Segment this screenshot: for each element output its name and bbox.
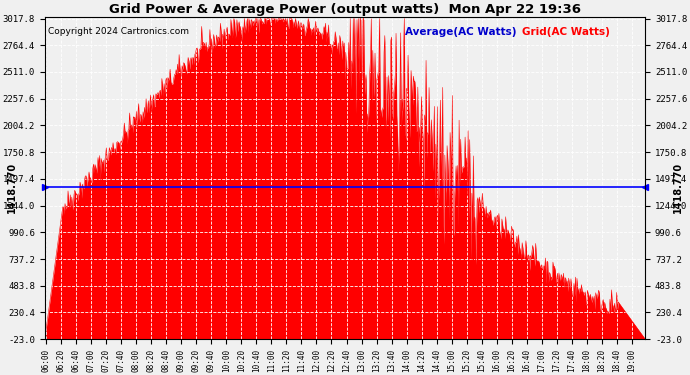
Text: 1418.770: 1418.770 [7, 162, 17, 213]
Text: Average(AC Watts): Average(AC Watts) [405, 27, 524, 37]
Text: Copyright 2024 Cartronics.com: Copyright 2024 Cartronics.com [48, 27, 189, 36]
Text: 1418.770: 1418.770 [673, 162, 683, 213]
Text: Grid(AC Watts): Grid(AC Watts) [522, 27, 610, 37]
Title: Grid Power & Average Power (output watts)  Mon Apr 22 19:36: Grid Power & Average Power (output watts… [109, 3, 581, 16]
